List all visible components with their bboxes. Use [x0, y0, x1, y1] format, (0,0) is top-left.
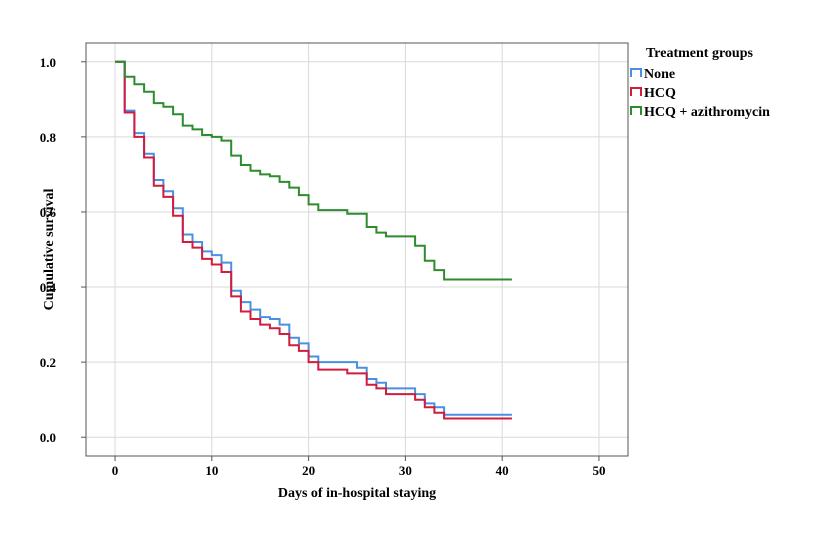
y-tick-label: 0.6 — [40, 205, 57, 220]
legend-swatch — [630, 87, 642, 96]
grid-lines — [86, 43, 628, 456]
series-layer — [115, 60, 512, 420]
y-tick-label: 0.8 — [40, 130, 57, 145]
x-tick-label: 30 — [399, 463, 412, 478]
legend-title: Treatment groups — [646, 46, 753, 61]
legend-swatch — [630, 68, 642, 77]
x-tick-label: 20 — [302, 463, 315, 478]
series-line-1 — [115, 60, 512, 420]
y-axis-title: Cumulative survival — [42, 189, 57, 311]
legend-label: HCQ — [644, 86, 676, 101]
y-tick-label: 1.0 — [40, 55, 56, 70]
y-tick-label: 0.4 — [40, 280, 57, 295]
plot-frame — [85, 42, 629, 457]
legend-label: HCQ + azithromycin — [644, 105, 770, 120]
axes: 0 10 20 30 40 50 0.0 0.2 0.4 0.6 0.8 1.0 — [40, 55, 606, 478]
x-tick-label: 10 — [205, 463, 218, 478]
y-tick-label: 0.2 — [40, 355, 56, 370]
legend-label: None — [644, 67, 675, 82]
legend-swatch — [630, 106, 642, 115]
legend: Treatment groups None HCQ HCQ + azithromyc… — [630, 46, 770, 120]
series-line-2 — [115, 60, 512, 281]
x-tick-label: 0 — [112, 463, 119, 478]
x-axis-title: Days of in-hospital staying — [278, 486, 436, 501]
x-tick-label: 50 — [592, 463, 605, 478]
y-tick-label: 0.0 — [40, 430, 56, 445]
x-tick-label: 40 — [496, 463, 509, 478]
